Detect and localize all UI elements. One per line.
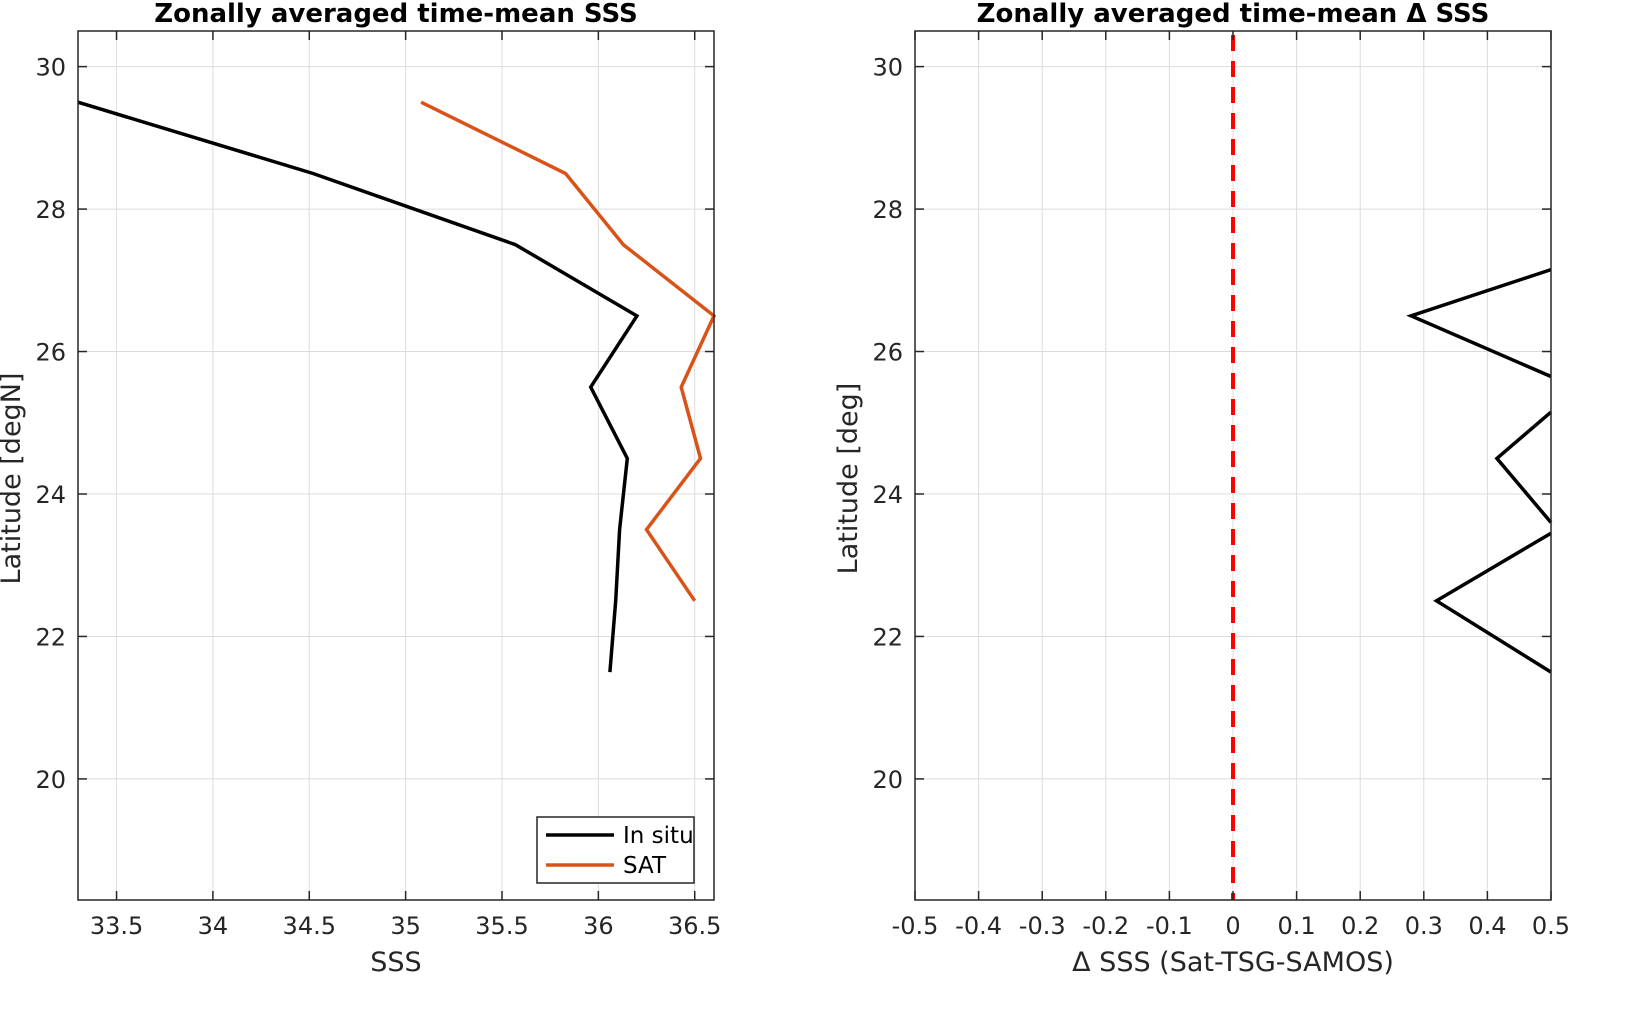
delta-sss-y-tick-label: 22 <box>872 623 903 651</box>
sss-x-tick-label: 33.5 <box>90 912 143 940</box>
delta-sss-panel: -0.5 -0.4 -0.3 -0.2 -0.1 0 0.1 0.2 0.3 0.4 0.5 20 22… <box>833 0 1570 978</box>
sss-x-tick-label: 35.5 <box>475 912 528 940</box>
sss-lines <box>77 100 717 673</box>
sss-x-tick-label: 34.5 <box>283 912 336 940</box>
sss-y-tick-label: 28 <box>35 196 66 224</box>
sss-x-tick-label: 34 <box>198 912 229 940</box>
sss-y-axis-label: Latitude [degN] <box>0 373 27 585</box>
delta-sss-x-tick-label: -0.5 <box>892 912 939 940</box>
delta-sss-y-tick-label: 28 <box>872 196 903 224</box>
sss-line-sat <box>420 100 717 602</box>
delta-sss-ticks: -0.5 -0.4 -0.3 -0.2 -0.1 0 0.1 0.2 0.3 0.4 0.5 20 22… <box>872 31 1570 940</box>
delta-sss-x-tick-label: -0.1 <box>1146 912 1193 940</box>
delta-sss-x-tick-label: 0.2 <box>1341 912 1379 940</box>
delta-sss-y-tick-label: 20 <box>872 766 903 794</box>
sss-y-tick-label: 22 <box>35 623 66 651</box>
delta-sss-x-tick-label: 0.3 <box>1405 912 1443 940</box>
sss-line-in-situ <box>77 100 640 673</box>
sss-x-tick-label: 35 <box>390 912 421 940</box>
delta-sss-x-tick-label: 0.1 <box>1278 912 1316 940</box>
sss-x-tick-label: 36.5 <box>668 912 721 940</box>
delta-sss-y-tick-label: 30 <box>872 54 903 82</box>
delta-sss-y-axis-label: Latitude [deg] <box>833 383 864 575</box>
delta-sss-x-tick-label: -0.4 <box>955 912 1002 940</box>
delta-sss-x-tick-label: 0.5 <box>1532 912 1570 940</box>
delta-sss-lines <box>1231 35 1553 900</box>
sss-panel: 33.5 34 34.5 35 35.5 36 36.5 20 22 24 26 28 30 Zonal… <box>0 0 721 978</box>
delta-sss-line-series-0 <box>1406 267 1553 674</box>
delta-sss-title: Zonally averaged time-mean Δ SSS <box>977 0 1490 29</box>
sss-legend-label-in-situ: In situ <box>623 823 694 849</box>
sss-legend-label-sat: SAT <box>623 853 667 879</box>
delta-sss-y-tick-label: 24 <box>872 481 903 509</box>
sss-legend-box <box>536 816 695 884</box>
sss-axes-box <box>77 30 715 901</box>
sss-x-axis-label: SSS <box>370 947 421 978</box>
sss-legend: In situ SAT <box>536 816 695 884</box>
delta-sss-x-tick-label: 0 <box>1225 912 1240 940</box>
sss-y-tick-label: 24 <box>35 481 66 509</box>
sss-x-tick-label: 36 <box>583 912 614 940</box>
sss-y-tick-label: 20 <box>35 766 66 794</box>
delta-sss-y-tick-label: 26 <box>872 339 903 367</box>
delta-sss-x-tick-label: 0.4 <box>1468 912 1506 940</box>
delta-sss-x-axis-label: Δ SSS (Sat-TSG-SAMOS) <box>1072 947 1394 978</box>
delta-sss-x-tick-label: -0.3 <box>1019 912 1066 940</box>
sss-title: Zonally averaged time-mean SSS <box>154 0 638 29</box>
delta-sss-x-tick-label: -0.2 <box>1082 912 1129 940</box>
sss-y-tick-label: 30 <box>35 54 66 82</box>
sss-y-tick-label: 26 <box>35 339 66 367</box>
sss-grid <box>78 31 714 900</box>
sss-ticks: 33.5 34 34.5 35 35.5 36 36.5 20 22 24 26 28 30 <box>35 31 721 940</box>
